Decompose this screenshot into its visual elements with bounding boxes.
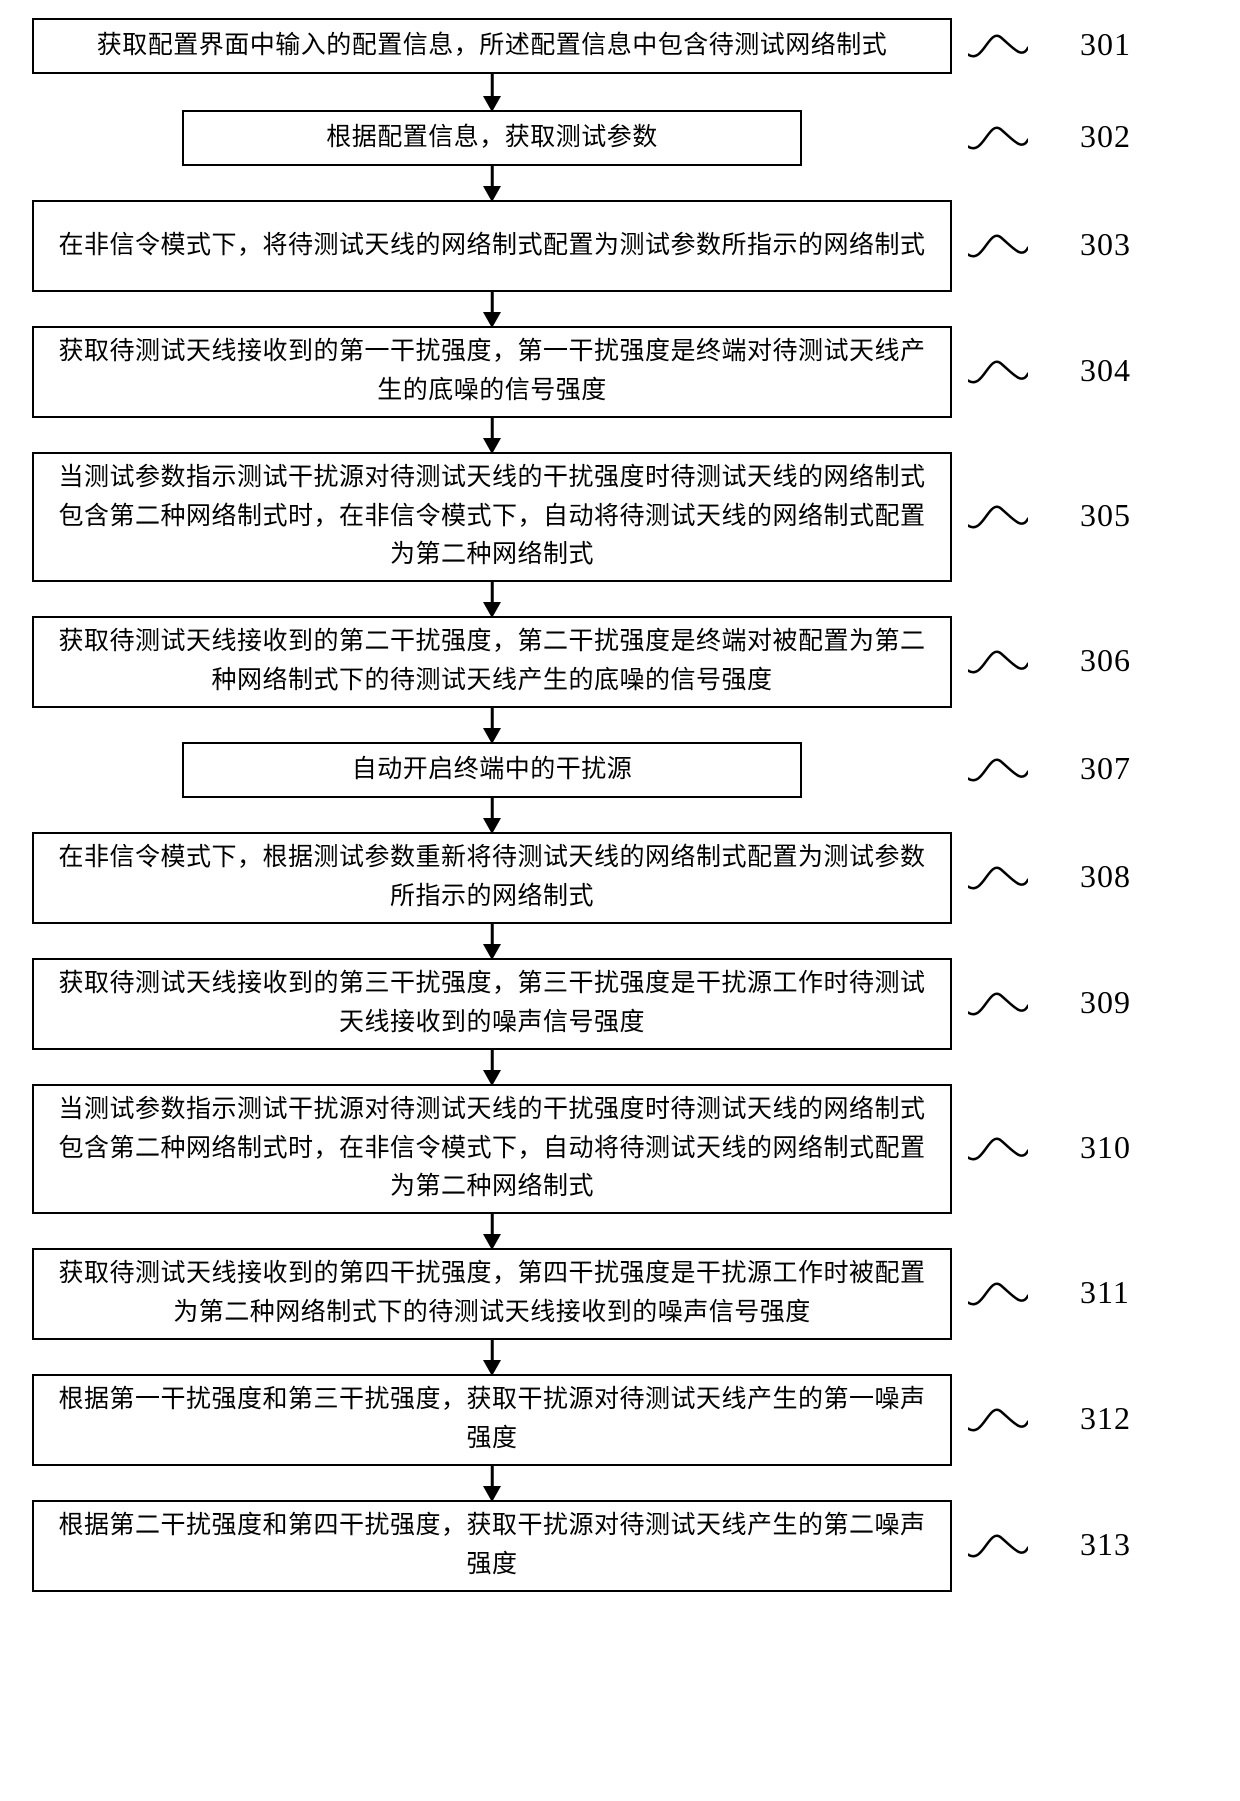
step-text: 获取待测试天线接收到的第一干扰强度，第一干扰强度是终端对待测试天线产生的底噪的信… xyxy=(52,333,932,411)
step-text: 在非信令模式下，根据测试参数重新将待测试天线的网络制式配置为测试参数所指示的网络… xyxy=(52,839,932,917)
connector-302 xyxy=(968,121,1028,155)
step-label-306: 306 xyxy=(1080,642,1131,679)
step-text: 根据第二干扰强度和第四干扰强度，获取干扰源对待测试天线产生的第二噪声强度 xyxy=(52,1507,932,1585)
step-text: 当测试参数指示测试干扰源对待测试天线的干扰强度时待测试天线的网络制式包含第二种网… xyxy=(52,459,932,575)
step-box-307: 自动开启终端中的干扰源 xyxy=(182,742,802,798)
step-label-301: 301 xyxy=(1080,26,1131,63)
connector-301 xyxy=(968,29,1028,63)
step-label-304: 304 xyxy=(1080,352,1131,389)
step-box-312: 根据第一干扰强度和第三干扰强度，获取干扰源对待测试天线产生的第一噪声强度 xyxy=(32,1374,952,1466)
step-label-305: 305 xyxy=(1080,497,1131,534)
flowchart-canvas: 获取配置界面中输入的配置信息，所述配置信息中包含待测试网络制式 301 根据配置信息… xyxy=(0,0,1240,1801)
connector-305 xyxy=(968,500,1028,534)
connector-303 xyxy=(968,229,1028,263)
step-text: 获取待测试天线接收到的第三干扰强度，第三干扰强度是干扰源工作时待测试天线接收到的… xyxy=(52,965,932,1043)
step-box-303: 在非信令模式下，将待测试天线的网络制式配置为测试参数所指示的网络制式 xyxy=(32,200,952,292)
step-box-305: 当测试参数指示测试干扰源对待测试天线的干扰强度时待测试天线的网络制式包含第二种网… xyxy=(32,452,952,582)
step-text: 获取待测试天线接收到的第四干扰强度，第四干扰强度是干扰源工作时被配置为第二种网络… xyxy=(52,1255,932,1333)
step-box-304: 获取待测试天线接收到的第一干扰强度，第一干扰强度是终端对待测试天线产生的底噪的信… xyxy=(32,326,952,418)
step-text: 根据第一干扰强度和第三干扰强度，获取干扰源对待测试天线产生的第一噪声强度 xyxy=(52,1381,932,1459)
connector-311 xyxy=(968,1277,1028,1311)
step-box-306: 获取待测试天线接收到的第二干扰强度，第二干扰强度是终端对被配置为第二种网络制式下… xyxy=(32,616,952,708)
step-label-302: 302 xyxy=(1080,118,1131,155)
step-text: 根据配置信息，获取测试参数 xyxy=(326,119,658,158)
connector-310 xyxy=(968,1132,1028,1166)
step-text: 获取配置界面中输入的配置信息，所述配置信息中包含待测试网络制式 xyxy=(97,27,888,66)
step-label-307: 307 xyxy=(1080,750,1131,787)
connector-304 xyxy=(968,355,1028,389)
step-box-308: 在非信令模式下，根据测试参数重新将待测试天线的网络制式配置为测试参数所指示的网络… xyxy=(32,832,952,924)
step-label-312: 312 xyxy=(1080,1400,1131,1437)
step-label-308: 308 xyxy=(1080,858,1131,895)
connector-308 xyxy=(968,861,1028,895)
step-label-310: 310 xyxy=(1080,1129,1131,1166)
step-text: 自动开启终端中的干扰源 xyxy=(352,751,633,790)
step-label-311: 311 xyxy=(1080,1274,1130,1311)
step-text: 当测试参数指示测试干扰源对待测试天线的干扰强度时待测试天线的网络制式包含第二种网… xyxy=(52,1091,932,1207)
step-label-303: 303 xyxy=(1080,226,1131,263)
connector-312 xyxy=(968,1403,1028,1437)
step-box-310: 当测试参数指示测试干扰源对待测试天线的干扰强度时待测试天线的网络制式包含第二种网… xyxy=(32,1084,952,1214)
connector-307 xyxy=(968,753,1028,787)
step-label-313: 313 xyxy=(1080,1526,1131,1563)
connector-313 xyxy=(968,1529,1028,1563)
step-box-309: 获取待测试天线接收到的第三干扰强度，第三干扰强度是干扰源工作时待测试天线接收到的… xyxy=(32,958,952,1050)
step-text: 获取待测试天线接收到的第二干扰强度，第二干扰强度是终端对被配置为第二种网络制式下… xyxy=(52,623,932,701)
step-box-301: 获取配置界面中输入的配置信息，所述配置信息中包含待测试网络制式 xyxy=(32,18,952,74)
step-text: 在非信令模式下，将待测试天线的网络制式配置为测试参数所指示的网络制式 xyxy=(58,227,925,266)
step-box-302: 根据配置信息，获取测试参数 xyxy=(182,110,802,166)
step-label-309: 309 xyxy=(1080,984,1131,1021)
step-box-311: 获取待测试天线接收到的第四干扰强度，第四干扰强度是干扰源工作时被配置为第二种网络… xyxy=(32,1248,952,1340)
connector-309 xyxy=(968,987,1028,1021)
step-box-313: 根据第二干扰强度和第四干扰强度，获取干扰源对待测试天线产生的第二噪声强度 xyxy=(32,1500,952,1592)
connector-306 xyxy=(968,645,1028,679)
